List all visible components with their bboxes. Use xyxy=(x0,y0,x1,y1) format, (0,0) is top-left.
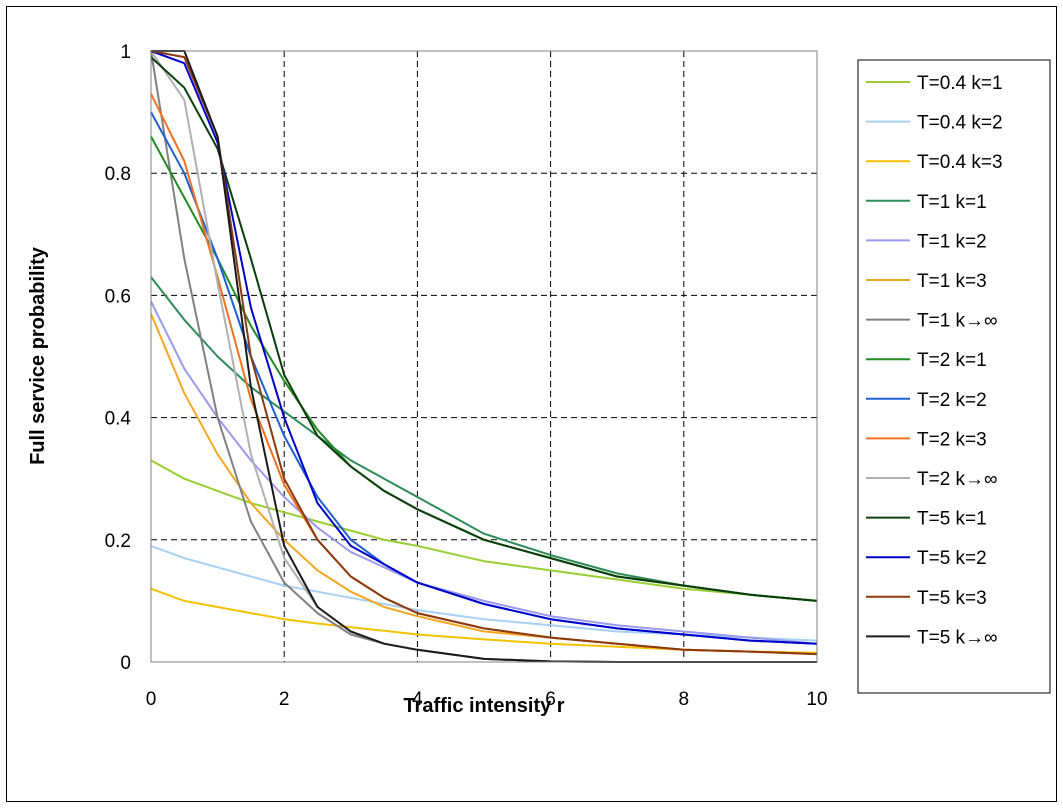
x-tick-label: 2 xyxy=(279,689,290,710)
y-tick-label: 0.2 xyxy=(105,531,131,552)
x-tick-label: 6 xyxy=(545,689,556,710)
legend-entry: T=1 k=2 xyxy=(917,231,987,252)
x-tick-label: 0 xyxy=(146,689,157,710)
series-line-12 xyxy=(150,56,818,602)
y-tick-label: 0 xyxy=(120,653,131,674)
series-line-5 xyxy=(150,301,818,645)
legend-entry: T=1 k=1 xyxy=(917,192,987,213)
legend-entry: T=0.4 k=2 xyxy=(917,113,1003,134)
series-line-2 xyxy=(150,544,818,642)
series-line-14 xyxy=(150,50,818,656)
legend-entry: T=5 k=2 xyxy=(917,548,987,569)
x-tick-label: 8 xyxy=(679,689,690,710)
y-tick-labels: 0 0.2 0.4 0.6 0.8 1 xyxy=(105,42,132,674)
legend-entry: T=0.4 k=1 xyxy=(917,73,1003,94)
y-tick-label: 0.4 xyxy=(105,409,132,430)
x-tick-label: 4 xyxy=(412,689,423,710)
plot-border xyxy=(150,50,818,663)
legend-entry: T=0.4 k=3 xyxy=(917,152,1003,173)
legend-entry: T=1 k=3 xyxy=(917,271,987,292)
x-axis-title: Traffic intensity r xyxy=(403,695,564,717)
legend-entry: T=1 k→∞ xyxy=(917,311,998,332)
x-tick-labels: 0 2 4 6 8 10 xyxy=(146,689,828,710)
legend: T=0.4 k=1 T=0.4 k=2 T=0.4 k=3 T=1 k=1 T=1 k=… xyxy=(857,59,1051,694)
series-line-1 xyxy=(150,459,818,602)
legend-entry: T=2 k=1 xyxy=(917,350,987,371)
plot-area xyxy=(151,51,817,662)
series-line-13 xyxy=(150,50,818,645)
legend-box xyxy=(857,59,1051,694)
legend-entry: T=5 k=3 xyxy=(917,588,987,609)
legend-entry: T=2 k=2 xyxy=(917,390,987,411)
y-axis-title: Full service probability xyxy=(27,246,49,465)
x-tick-label: 10 xyxy=(806,689,827,710)
y-tick-label: 1 xyxy=(120,42,131,63)
legend-entry: T=5 k=1 xyxy=(917,509,987,530)
series-line-4 xyxy=(150,276,818,602)
legend-entry: T=2 k=3 xyxy=(917,429,987,450)
legend-entry: T=5 k→∞ xyxy=(917,627,998,648)
y-tick-label: 0.8 xyxy=(105,164,131,185)
legend-entry: T=2 k→∞ xyxy=(917,469,998,490)
y-tick-label: 0.6 xyxy=(105,286,131,307)
